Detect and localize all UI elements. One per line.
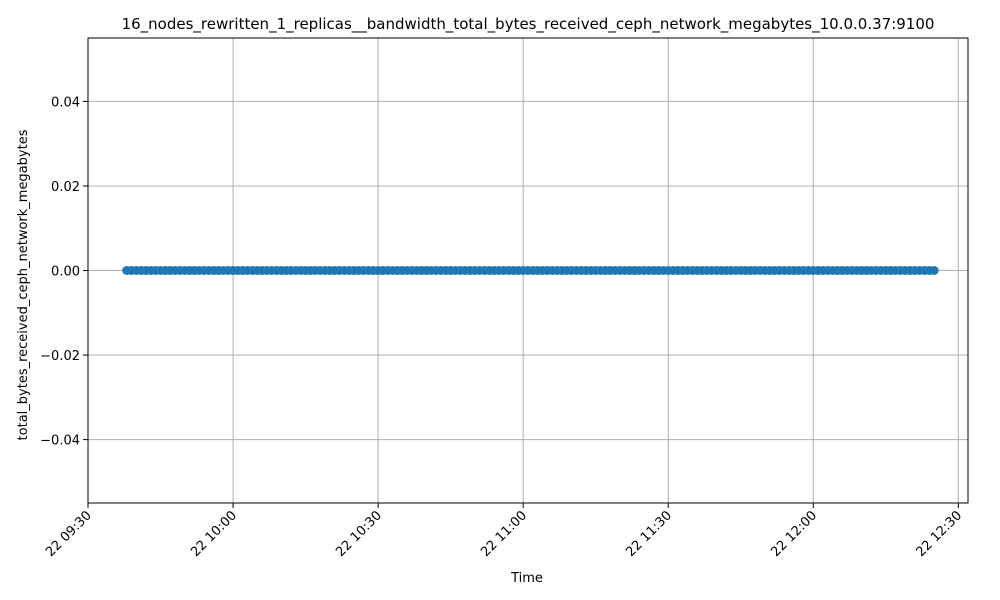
series-points [122,266,939,275]
y-tick-label: 0.00 [51,265,80,280]
y-axis-label: total_bytes_received_ceph_network_megaby… [16,129,31,440]
data-point [929,266,939,275]
y-tick-label: 0.02 [51,180,80,195]
chart-title: 16_nodes_rewritten_1_replicas__bandwidth… [122,15,935,34]
x-axis-label: Time [510,571,543,586]
y-tick-label: −0.02 [40,349,80,364]
y-tick-label: −0.04 [40,434,80,449]
y-tick-label: 0.04 [51,95,80,110]
y-axis: 0.04 0.02 0.00 −0.02 −0.04 [40,95,88,449]
